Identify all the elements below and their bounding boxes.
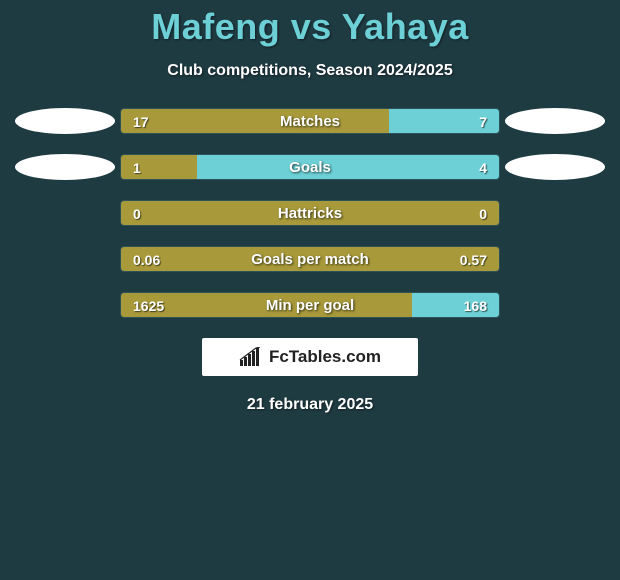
stat-row: 00Hattricks	[10, 200, 610, 226]
stat-row: 14Goals	[10, 154, 610, 180]
comparison-card: Mafeng vs Yahaya Club competitions, Seas…	[0, 0, 620, 580]
club-logo-placeholder	[505, 108, 605, 134]
club-logo-placeholder	[505, 154, 605, 180]
left-club-slot	[10, 292, 120, 318]
stat-left-value: 1625	[133, 293, 164, 318]
left-club-slot	[10, 200, 120, 226]
brand-badge[interactable]: FcTables.com	[202, 338, 418, 376]
stat-left-value: 0.06	[133, 247, 160, 272]
right-club-slot	[500, 154, 610, 180]
stat-right-value: 168	[464, 293, 487, 318]
stat-right-value: 0	[479, 201, 487, 226]
stat-row: 1625168Min per goal	[10, 292, 610, 318]
stat-left-value: 0	[133, 201, 141, 226]
stat-bar-left	[121, 201, 499, 225]
stat-bar: 14Goals	[120, 154, 500, 180]
left-club-slot	[10, 154, 120, 180]
stat-bar-left	[121, 293, 412, 317]
stat-bar: 1625168Min per goal	[120, 292, 500, 318]
right-club-slot	[500, 246, 610, 272]
subtitle: Club competitions, Season 2024/2025	[0, 62, 620, 80]
stat-right-value: 4	[479, 155, 487, 180]
left-club-slot	[10, 246, 120, 272]
page-title: Mafeng vs Yahaya	[0, 6, 620, 48]
brand-label: FcTables.com	[269, 347, 381, 367]
stat-bar-left	[121, 109, 389, 133]
stat-right-value: 0.57	[460, 247, 487, 272]
stats-rows: 177Matches14Goals00Hattricks0.060.57Goal…	[0, 108, 620, 318]
right-club-slot	[500, 292, 610, 318]
date-label: 21 february 2025	[0, 396, 620, 414]
stat-bar: 177Matches	[120, 108, 500, 134]
stat-bar: 0.060.57Goals per match	[120, 246, 500, 272]
stat-row: 0.060.57Goals per match	[10, 246, 610, 272]
stat-left-value: 17	[133, 109, 149, 134]
stat-right-value: 7	[479, 109, 487, 134]
right-club-slot	[500, 200, 610, 226]
stat-left-value: 1	[133, 155, 141, 180]
stat-bar: 00Hattricks	[120, 200, 500, 226]
barchart-icon	[239, 347, 263, 367]
left-club-slot	[10, 108, 120, 134]
stat-bar-right	[197, 155, 499, 179]
club-logo-placeholder	[15, 108, 115, 134]
stat-row: 177Matches	[10, 108, 610, 134]
right-club-slot	[500, 108, 610, 134]
stat-bar-left	[121, 247, 499, 271]
club-logo-placeholder	[15, 154, 115, 180]
